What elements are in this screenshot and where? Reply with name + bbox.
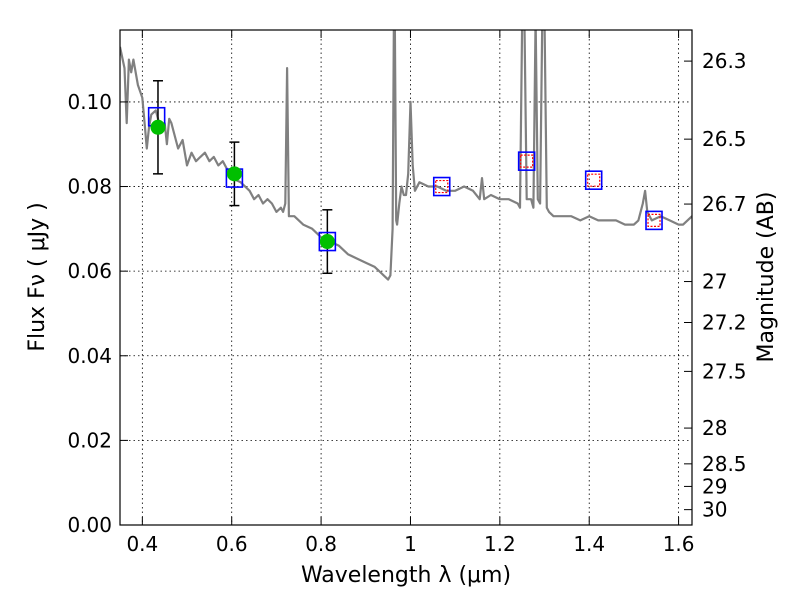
spectrum-line	[120, 30, 692, 281]
y-tick-label: 0.06	[67, 259, 112, 283]
model-square	[645, 210, 663, 231]
mag-tick-label: 26.3	[702, 49, 747, 73]
limit-square	[587, 173, 601, 187]
y-tick-label: 0.00	[67, 513, 112, 537]
y-tick-label: 0.02	[67, 428, 112, 452]
model-square	[432, 176, 451, 197]
limit-square	[435, 179, 449, 194]
mag-tick-label: 27	[702, 270, 727, 294]
mag-tick-label: 29	[702, 474, 727, 498]
right-axis-label: Magnitude (AB)	[754, 192, 779, 363]
plot-frame	[119, 29, 693, 526]
model-square	[584, 170, 603, 190]
mag-tick-label: 26.5	[702, 127, 747, 151]
limit-square	[520, 154, 534, 168]
x-tick-label: 0.6	[216, 532, 248, 556]
detection-point	[226, 166, 242, 182]
detection-point	[319, 234, 335, 250]
y-tick-label: 0.04	[67, 344, 112, 368]
model-square	[517, 151, 536, 171]
x-axis-label: Wavelength λ (μm)	[301, 563, 511, 588]
x-tick-label: 1	[404, 532, 417, 556]
plot-area	[120, 30, 692, 281]
mag-tick-label: 27.2	[702, 311, 747, 335]
limit-square	[647, 213, 661, 227]
mag-tick-label: 27.5	[702, 359, 747, 383]
x-tick-label: 1.4	[573, 532, 605, 556]
model-square	[318, 231, 337, 252]
x-tick-label: 0.8	[305, 532, 337, 556]
x-tick-label: 1.2	[484, 532, 516, 556]
mag-tick-label: 28.5	[702, 452, 747, 476]
mag-tick-label: 30	[702, 498, 727, 522]
y-tick-label: 0.10	[67, 90, 112, 114]
mag-tick-label: 26.7	[702, 192, 747, 216]
x-tick-label: 1.6	[663, 532, 695, 556]
detection-point	[150, 119, 166, 135]
y-tick-label: 0.08	[67, 175, 112, 199]
y-axis-label: Flux Fν ( μJy )	[25, 202, 50, 351]
axis-ticks: 0.4 0.6 0.8 1 1.2 1.4 1.6 0.00 0.02 0.04 0.06 0.08 0…	[67, 30, 747, 556]
x-tick-label: 0.4	[126, 532, 158, 556]
mag-tick-label: 28	[702, 416, 727, 440]
